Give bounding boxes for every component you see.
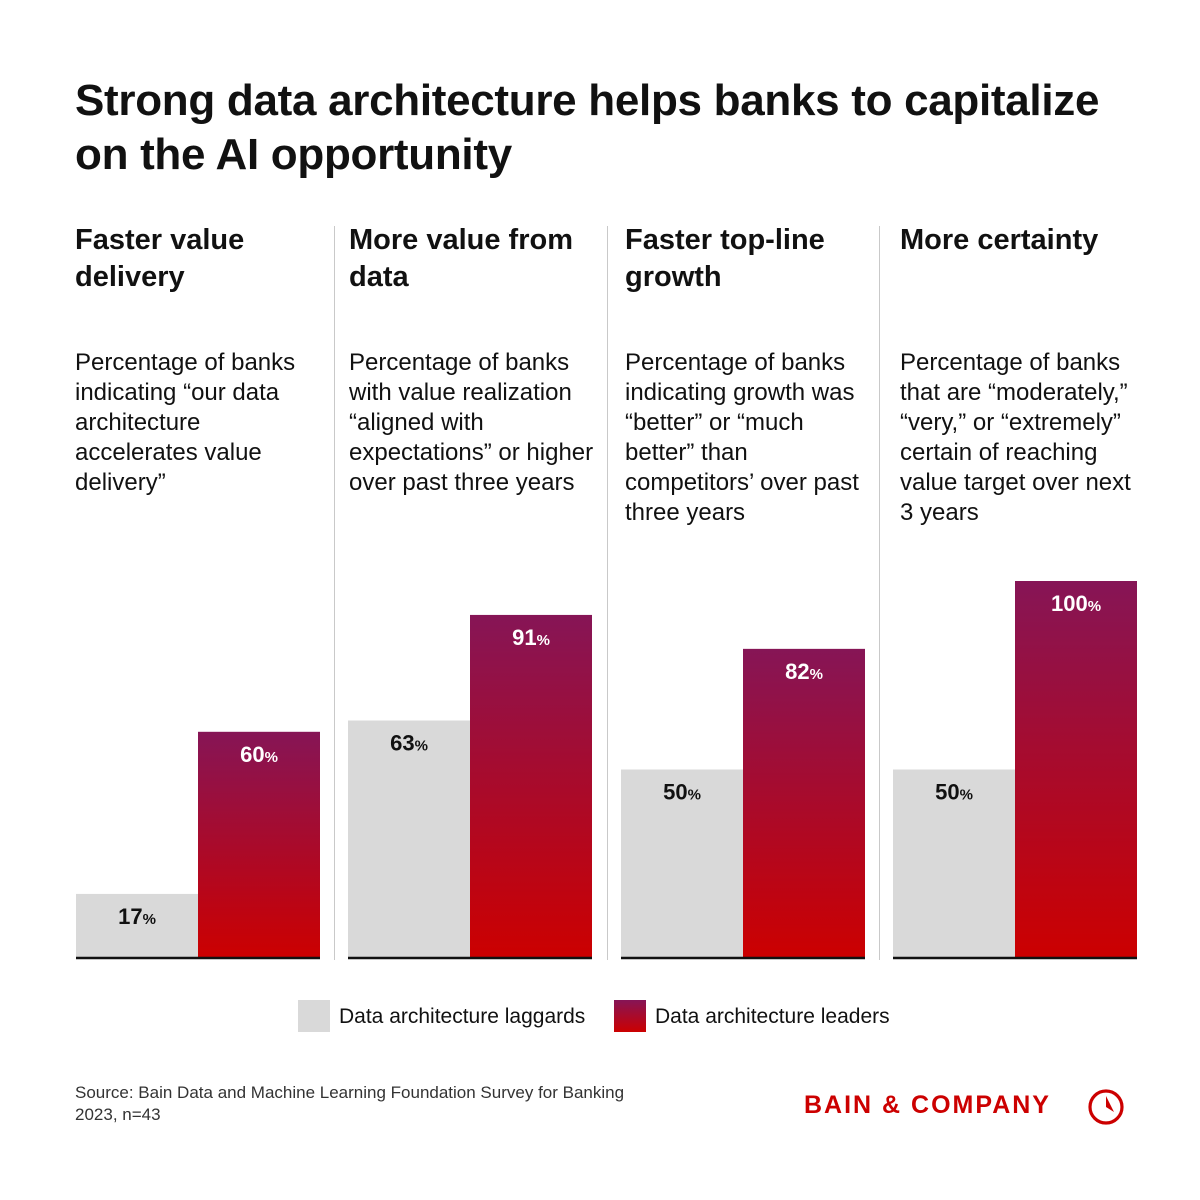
bar-data-architecture-leaders-more-value-from-data	[470, 614, 592, 958]
data-label-data-architecture-laggards-faster-value-delivery: 17%	[118, 904, 156, 929]
legend-swatch-leaders	[614, 1000, 646, 1032]
data-label-data-architecture-leaders-more-certainty: 100%	[1051, 591, 1101, 616]
column-divider	[334, 226, 335, 960]
data-label-data-architecture-laggards-more-certainty: 50%	[935, 780, 973, 805]
legend-label-leaders: Data architecture leaders	[655, 1005, 890, 1028]
panel-description: Percentage of banks that are “moderately…	[900, 349, 1131, 526]
panel-faster-top-line-growth: Faster top-line growth Percentage of ban…	[625, 222, 887, 962]
brand-logo-icon	[1088, 1089, 1124, 1125]
panel-heading: More value from data	[349, 224, 573, 293]
legend-swatch-laggards	[298, 1000, 330, 1032]
panel-more-value-from-data: More value from data Percentage of banks…	[349, 222, 611, 962]
bar-data-architecture-laggards-more-certainty	[893, 769, 1015, 958]
panel-description: Percentage of banks indicating growth wa…	[625, 349, 859, 526]
data-label-data-architecture-leaders-more-value-from-data: 91%	[512, 625, 550, 650]
chart-title: Strong data architecture helps banks to …	[75, 76, 1100, 179]
bar-data-architecture-laggards-faster-top-line-growth	[621, 769, 743, 958]
brand-wordmark: BAIN & COMPANY	[804, 1091, 1051, 1119]
panel-heading: Faster value delivery	[75, 224, 245, 293]
legend-label-laggards: Data architecture laggards	[339, 1005, 586, 1028]
bar-data-architecture-leaders-faster-value-delivery	[198, 731, 320, 958]
data-label-data-architecture-leaders-faster-top-line-growth: 82%	[785, 659, 823, 684]
panel-description: Percentage of banks with value realizati…	[349, 349, 594, 496]
column-divider	[879, 226, 880, 960]
source-note: Source: Bain Data and Machine Learning F…	[75, 1083, 625, 1124]
panel-heading: Faster top-line growth	[625, 224, 825, 293]
panel-description: Percentage of banks indicating “our data…	[75, 349, 296, 496]
data-label-data-architecture-leaders-faster-value-delivery: 60%	[240, 742, 278, 767]
panel-heading: More certainty	[900, 224, 1099, 256]
data-label-data-architecture-laggards-more-value-from-data: 63%	[390, 730, 428, 755]
data-label-data-architecture-laggards-faster-top-line-growth: 50%	[663, 780, 701, 805]
panel-faster-value-delivery: Faster value delivery Percentage of bank…	[75, 222, 337, 962]
bar-data-architecture-laggards-more-value-from-data	[348, 720, 470, 958]
bar-data-architecture-leaders-more-certainty	[1015, 581, 1137, 958]
panel-more-certainty: More certainty Percentage of banks that …	[900, 222, 1162, 962]
column-divider	[607, 226, 608, 960]
bar-data-architecture-laggards-faster-value-delivery	[76, 893, 198, 958]
bar-data-architecture-leaders-faster-top-line-growth	[743, 648, 865, 958]
